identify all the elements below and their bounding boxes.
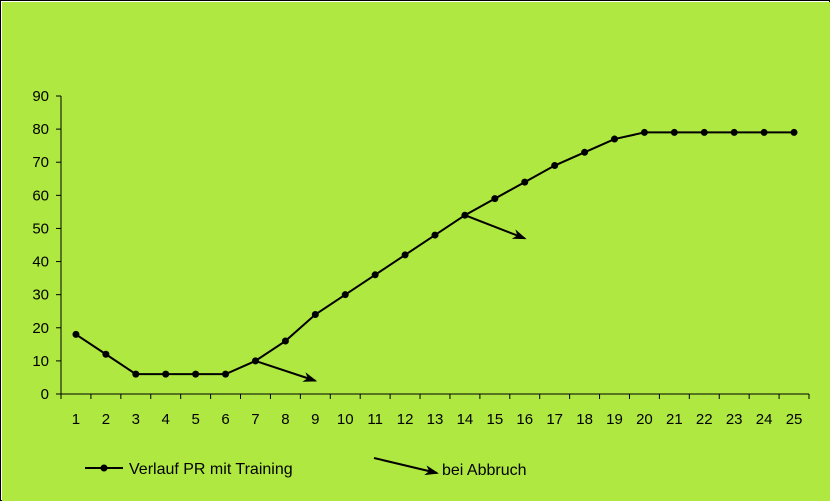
x-tick-label: 18: [576, 411, 593, 428]
y-tick-label: 20: [32, 320, 49, 337]
data-point: [251, 357, 259, 365]
data-point: [72, 330, 80, 338]
data-point: [611, 135, 619, 143]
x-tick-label: 14: [457, 411, 474, 428]
x-tick-label: 2: [102, 411, 110, 428]
legend-arrow-label: bei Abbruch: [442, 462, 527, 479]
legend-series-label: Verlauf PR mit Training: [129, 461, 293, 478]
x-tick-label: 13: [427, 411, 444, 428]
annotation-arrow: [255, 359, 318, 382]
y-tick-label: 30: [32, 287, 49, 304]
data-point: [670, 128, 678, 136]
data-point: [730, 128, 738, 136]
x-tick-label: 7: [251, 411, 259, 428]
x-tick-label: 23: [726, 411, 743, 428]
y-tick-label: 90: [32, 88, 49, 105]
data-point: [491, 195, 499, 203]
data-point: [281, 337, 289, 345]
data-point: [581, 148, 589, 156]
y-tick-label: 0: [41, 386, 49, 403]
x-tick-label: 1: [72, 411, 80, 428]
legend: Verlauf PR mit Training bei Abbruch: [85, 457, 527, 479]
x-tick-label: 6: [221, 411, 229, 428]
data-point: [162, 370, 170, 378]
x-tick-label: 25: [786, 411, 803, 428]
data-point: [700, 128, 708, 136]
series-layer: [72, 128, 798, 378]
data-point: [311, 311, 319, 319]
data-point: [551, 162, 559, 170]
x-tick-label: 8: [281, 411, 289, 428]
data-point: [371, 271, 379, 279]
x-tick-label: 19: [606, 411, 623, 428]
data-point: [102, 350, 110, 358]
y-tick-label: 10: [32, 353, 49, 370]
annotation-arrows: [255, 214, 527, 382]
y-tick-label: 60: [32, 187, 49, 204]
y-tick-label: 50: [32, 220, 49, 237]
x-tick-label: 11: [367, 411, 383, 428]
data-point: [760, 128, 768, 136]
legend-arrow-icon: [373, 457, 439, 476]
y-tick-label: 70: [32, 154, 49, 171]
x-tick-label: 5: [191, 411, 199, 428]
x-tick-label: 21: [666, 411, 683, 428]
x-tick-label: 24: [756, 411, 773, 428]
data-point: [461, 211, 469, 219]
data-point: [341, 291, 349, 299]
legend-series-marker-icon: [100, 464, 108, 472]
y-tick-label: 80: [32, 121, 49, 138]
x-tick-label: 3: [132, 411, 140, 428]
data-point: [222, 370, 230, 378]
data-point: [431, 231, 439, 239]
x-tick-label: 22: [696, 411, 713, 428]
data-point: [640, 128, 648, 136]
annotation-arrow: [464, 214, 527, 240]
data-point: [521, 178, 529, 186]
legend-item-arrow: bei Abbruch: [373, 457, 527, 479]
x-tick-label: 20: [636, 411, 653, 428]
legend-item-series: Verlauf PR mit Training: [85, 461, 293, 478]
data-point: [401, 251, 409, 259]
data-point: [192, 370, 200, 378]
x-tick-label: 4: [162, 411, 170, 428]
x-tick-label: 12: [397, 411, 414, 428]
x-tick-label: 10: [337, 411, 354, 428]
data-point: [790, 128, 798, 136]
y-tick-label: 40: [32, 254, 49, 271]
x-tick-label: 16: [516, 411, 533, 428]
x-tick-label: 9: [311, 411, 319, 428]
x-tick-label: 15: [486, 411, 503, 428]
x-tick-label: 17: [546, 411, 563, 428]
data-point: [132, 370, 140, 378]
